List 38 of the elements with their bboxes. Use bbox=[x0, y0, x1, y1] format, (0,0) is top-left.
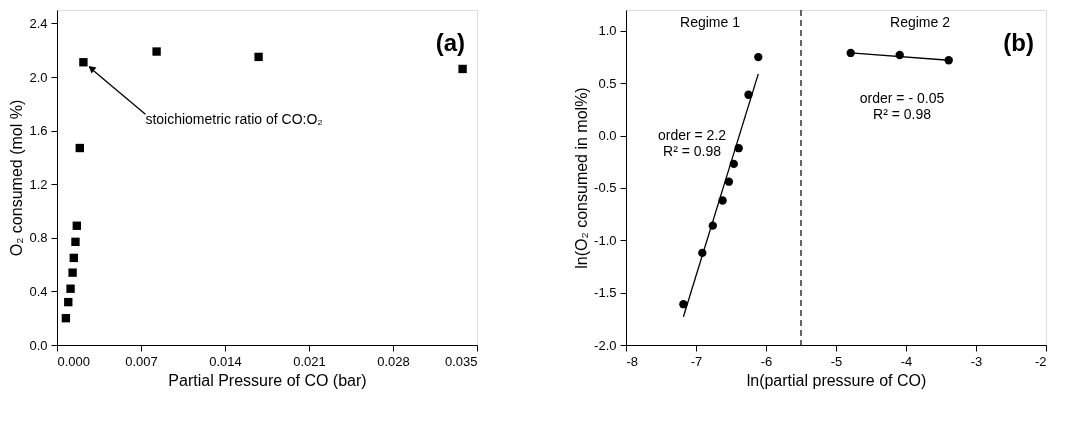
x-tick-label: -2 bbox=[1034, 353, 1047, 369]
y-tick-label: -0.5 bbox=[594, 180, 617, 196]
annotation: (a) bbox=[435, 29, 465, 56]
x-tick-label: -3 bbox=[970, 353, 983, 369]
y-tick-label: 1.0 bbox=[598, 23, 617, 39]
x-tick-label: -6 bbox=[760, 353, 773, 369]
y-axis-title: ln(O₂ consumed in mol%) bbox=[573, 87, 591, 269]
y-tick-label: 0.5 bbox=[598, 75, 617, 91]
annotation: Regime 1 bbox=[680, 14, 741, 30]
y-tick-label: 1.2 bbox=[29, 176, 48, 192]
annotation: stoichiometric ratio of CO:O₂ bbox=[145, 111, 323, 128]
x-tick-label: 0.028 bbox=[377, 353, 410, 369]
x-tick-label: 0.000 bbox=[57, 353, 91, 369]
x-axis-title: ln(partial pressure of CO) bbox=[746, 371, 927, 389]
y-tick-label: 0.4 bbox=[29, 283, 48, 299]
annotation: Regime 2 bbox=[890, 14, 951, 30]
y-tick-label: -1.5 bbox=[594, 285, 617, 301]
x-tick-label: -5 bbox=[830, 353, 843, 369]
y-tick-label: 1.6 bbox=[29, 123, 48, 139]
x-tick-label: -4 bbox=[900, 353, 913, 369]
x-tick-label: -8 bbox=[626, 353, 639, 369]
annotation: order = 2.2 R² = 0.98 bbox=[657, 127, 727, 159]
x-axis-title: Partial Pressure of CO (bar) bbox=[168, 371, 367, 389]
x-tick-label: -7 bbox=[690, 353, 703, 369]
y-tick-label: 2.4 bbox=[29, 15, 48, 31]
x-tick-label: 0.021 bbox=[293, 353, 326, 369]
annotation: (b) bbox=[1003, 29, 1034, 56]
x-tick-label: 0.035 bbox=[444, 353, 478, 369]
y-tick-label: 0.8 bbox=[29, 230, 48, 246]
x-tick-label: 0.014 bbox=[209, 353, 242, 369]
x-tick-label: 0.007 bbox=[125, 353, 158, 369]
y-tick-label: 0.0 bbox=[29, 337, 48, 353]
annotation: order = - 0.05 R² = 0.98 bbox=[859, 90, 945, 122]
y-tick-label: 2.0 bbox=[29, 69, 48, 85]
y-tick-label: 0.0 bbox=[598, 128, 617, 144]
y-axis-title: O₂ consumed (mol %) bbox=[8, 99, 26, 257]
y-tick-label: -1.0 bbox=[594, 232, 617, 248]
y-tick-label: -2.0 bbox=[594, 337, 617, 353]
